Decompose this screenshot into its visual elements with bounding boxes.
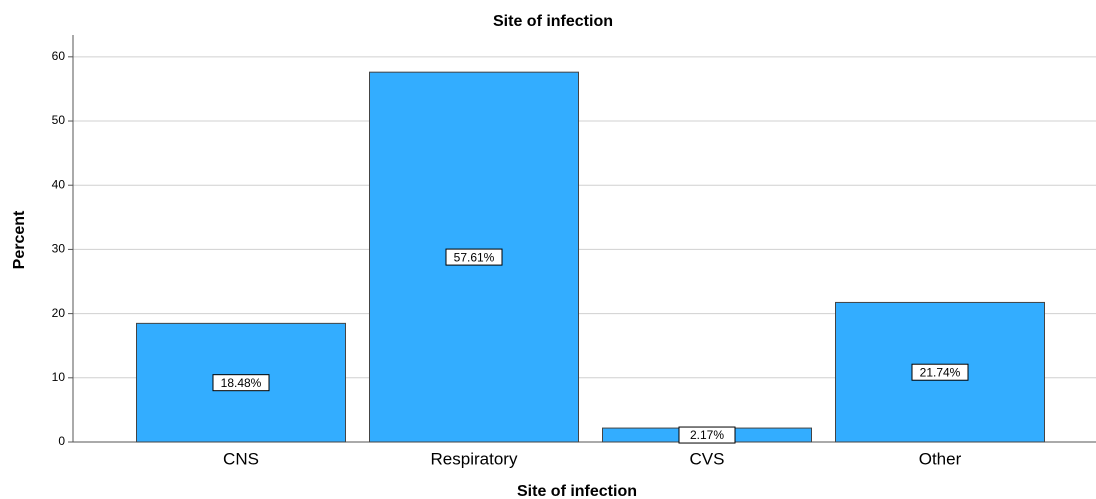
value-label-box — [911, 363, 969, 381]
value-label-box — [212, 374, 270, 392]
y-tick-label: 60 — [52, 49, 66, 63]
x-tick-label: CNS — [223, 449, 259, 468]
value-label: 2.17% — [690, 428, 724, 442]
value-label: 57.61% — [454, 250, 495, 264]
y-tick-label: 40 — [52, 177, 66, 191]
y-tick-label: 30 — [52, 242, 66, 256]
y-tick-label: 10 — [52, 370, 66, 384]
chart-title: Site of infection — [493, 13, 613, 30]
value-label: 18.48% — [221, 376, 262, 390]
value-label-box — [678, 426, 736, 444]
x-tick-label: Respiratory — [431, 449, 518, 468]
y-axis-label: Percent — [11, 210, 28, 269]
value-label: 21.74% — [920, 365, 961, 379]
y-tick-label: 20 — [52, 306, 66, 320]
y-tick-label: 50 — [52, 113, 66, 127]
x-axis-label: Site of infection — [517, 483, 637, 499]
x-tick-label: Other — [919, 449, 962, 468]
y-tick-label: 0 — [58, 434, 65, 448]
x-tick-label: CVS — [690, 449, 725, 468]
value-label-box — [445, 248, 503, 266]
